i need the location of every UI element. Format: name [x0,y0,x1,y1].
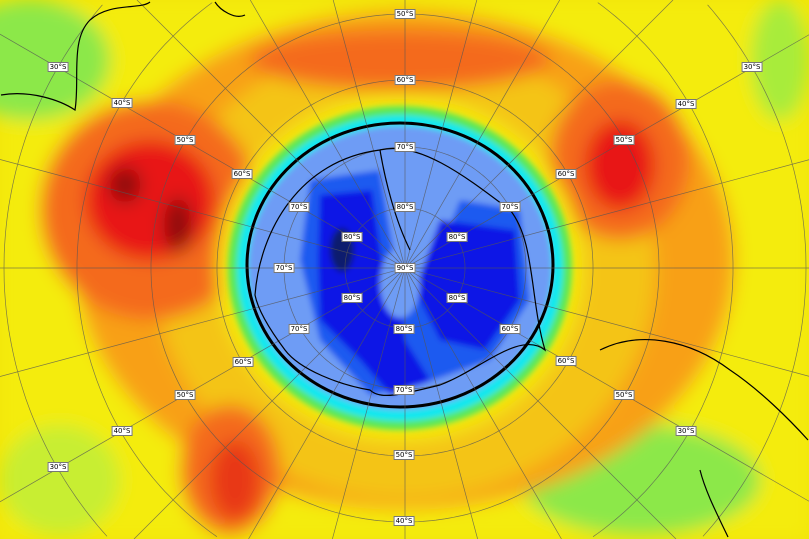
ozone-hole-contour [245,121,555,409]
latitude-label: 70°S [499,202,521,212]
latitude-label: 50°S [394,9,416,19]
latitude-label: 70°S [288,202,310,212]
latitude-label: 40°S [111,426,133,436]
latitude-label: 60°S [394,75,416,85]
latitude-label: 50°S [393,450,415,460]
latitude-label: 40°S [393,516,415,526]
latitude-label: 70°S [394,142,416,152]
latitude-label: 50°S [174,135,196,145]
latitude-label: 80°S [341,293,363,303]
latitude-label: 30°S [47,462,69,472]
latitude-label: 70°S [273,263,295,273]
latitude-label: 80°S [341,232,363,242]
latitude-label: 40°S [675,99,697,109]
latitude-circle [702,267,807,537]
latitude-label: 50°S [613,390,635,400]
latitude-circle [3,4,108,537]
latitude-circle [76,2,218,537]
latitude-label: 30°S [47,62,69,72]
latitude-label: 30°S [675,426,697,436]
latitude-label: 40°S [111,98,133,108]
latitude-label: 70°S [288,324,310,334]
latitude-label: 70°S [393,385,415,395]
latitude-label: 80°S [394,202,416,212]
latitude-label: 80°S [446,293,468,303]
latitude-label: 60°S [231,169,253,179]
latitude-circle [707,4,807,269]
latitude-label: 30°S [741,62,763,72]
latitude-label: 90°S [394,263,416,273]
latitude-label: 80°S [446,232,468,242]
latitude-label: 60°S [555,169,577,179]
latitude-label: 50°S [174,390,196,400]
latitude-label: 60°S [555,356,577,366]
latitude-label: 50°S [613,135,635,145]
latitude-label: 80°S [393,324,415,334]
latitude-label: 60°S [232,357,254,367]
latitude-circle [592,268,734,537]
latitude-label: 60°S [499,324,521,334]
